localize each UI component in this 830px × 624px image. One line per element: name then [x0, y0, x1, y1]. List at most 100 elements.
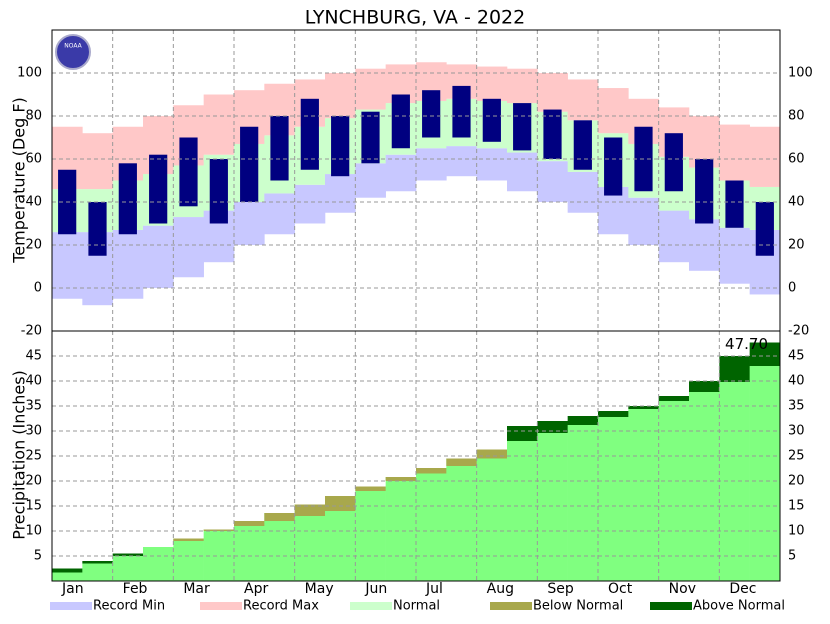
y2-tick-label: 40	[788, 195, 805, 210]
record-max-band	[325, 73, 356, 119]
normal-precip	[294, 504, 326, 581]
x-tick-label: Jan	[61, 581, 84, 597]
y2-tick-label: 5	[788, 549, 796, 564]
y-tick-label: 20	[25, 238, 42, 253]
legend-swatch	[200, 602, 242, 610]
record-max-band	[82, 133, 113, 190]
y-tick-label: 15	[25, 499, 42, 514]
precip-departure	[82, 561, 113, 564]
record-min-band	[294, 184, 326, 224]
actual-temp	[604, 137, 623, 196]
record-min-band	[264, 193, 295, 235]
record-max-band	[203, 94, 235, 155]
normal-precip	[203, 529, 235, 581]
x-tick-label: Nov	[669, 581, 696, 597]
precip-departure	[112, 553, 144, 556]
y-tick-label: 100	[17, 66, 42, 81]
actual-temp	[482, 98, 501, 142]
actual-temp	[88, 202, 107, 256]
actual-temp	[331, 116, 350, 177]
record-min-band	[658, 210, 690, 263]
record-max-band	[355, 68, 386, 110]
y-tick-label: 45	[25, 349, 42, 364]
y-tick-label: -20	[21, 324, 42, 339]
legend-label: Normal	[393, 599, 440, 614]
actual-temp	[422, 90, 441, 138]
record-min-band	[476, 148, 508, 181]
normal-precip	[52, 572, 83, 581]
legend-swatch	[350, 602, 392, 610]
y2-tick-label: 20	[788, 238, 805, 253]
actual-temp	[149, 154, 168, 224]
normal-precip	[264, 513, 295, 581]
normal-precip	[173, 538, 204, 581]
legend-swatch	[50, 602, 92, 610]
y2-tick-label: 30	[788, 424, 805, 439]
logo-text: NOAA	[64, 43, 82, 50]
record-min-band	[325, 174, 356, 213]
x-tick-label: Apr	[244, 581, 268, 597]
x-tick-label: Sep	[547, 581, 574, 597]
normal-precip	[567, 425, 599, 581]
y-tick-label: 0	[34, 281, 42, 296]
y-tick-label: 35	[25, 399, 42, 414]
record-min-band	[234, 202, 265, 245]
normal-precip	[598, 417, 629, 581]
actual-temp	[664, 133, 683, 192]
record-min-band	[507, 152, 538, 192]
precip-departure	[658, 396, 690, 401]
y2-tick-label: 45	[788, 349, 805, 364]
precip-departure	[719, 356, 750, 382]
x-tick-label: May	[305, 581, 334, 597]
record-max-band	[507, 68, 538, 104]
actual-temp	[209, 159, 228, 224]
record-max-band	[476, 66, 508, 101]
y-tick-label: 5	[34, 549, 42, 564]
precip-departure	[325, 496, 356, 511]
legend-label: Above Normal	[693, 599, 785, 614]
precip-departure	[446, 458, 477, 466]
y2-tick-label: 40	[788, 374, 805, 389]
normal-precip	[658, 401, 690, 581]
record-min-band	[143, 225, 174, 288]
y2-tick-label: 10	[788, 524, 805, 539]
logo	[55, 34, 91, 70]
y-tick-label: 10	[25, 524, 42, 539]
y2-tick-label: 80	[788, 109, 805, 124]
normal-precip	[82, 563, 113, 581]
precip-departure	[234, 521, 265, 526]
normal-precip	[537, 433, 568, 581]
precip-departure	[476, 449, 508, 459]
record-min-band	[112, 229, 144, 299]
record-max-band	[719, 124, 750, 181]
precip-departure	[598, 411, 629, 417]
actual-temp	[300, 98, 319, 170]
actual-temp	[513, 103, 532, 151]
precip-departure	[294, 504, 326, 516]
record-max-band	[537, 73, 568, 112]
actual-temp	[573, 120, 592, 170]
x-tick-label: Jun	[364, 581, 387, 597]
record-min-band	[537, 161, 568, 202]
chart-title: LYNCHBURG, VA - 2022	[305, 7, 525, 29]
precip-departure	[203, 529, 235, 531]
legend-swatch	[490, 602, 532, 610]
precip-departure	[628, 406, 659, 409]
legend-label: Record Max	[243, 599, 319, 614]
legend-label: Below Normal	[533, 599, 623, 614]
actual-temp	[543, 109, 562, 159]
record-min-band	[567, 171, 599, 213]
actual-temp	[118, 163, 137, 235]
record-max-band	[749, 126, 781, 187]
y-tick-label: 60	[25, 152, 42, 167]
normal-precip	[355, 486, 386, 581]
record-min-band	[719, 227, 750, 284]
x-tick-label: Feb	[123, 581, 148, 597]
normal-precip	[476, 449, 508, 581]
data-label: 47.70	[725, 335, 768, 353]
normal-precip	[416, 468, 447, 581]
actual-temp	[361, 111, 380, 164]
record-min-band	[173, 217, 204, 278]
x-tick-label: Mar	[183, 581, 210, 597]
